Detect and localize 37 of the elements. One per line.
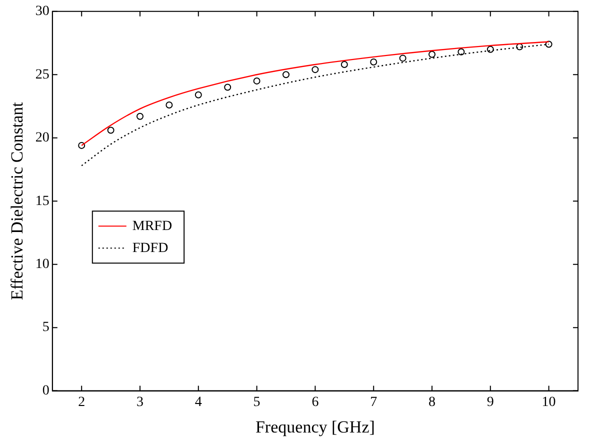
point bbox=[253, 77, 260, 84]
x-tick-label: 4 bbox=[194, 394, 202, 410]
y-tick-label: 25 bbox=[35, 67, 50, 82]
x-axis-title: Frequency [GHz] bbox=[255, 417, 375, 436]
point bbox=[370, 58, 378, 66]
y-tick-label: 0 bbox=[42, 383, 50, 398]
point bbox=[545, 40, 552, 48]
x-tick-label: 3 bbox=[136, 394, 144, 410]
point bbox=[428, 50, 436, 58]
y-tick-label: 5 bbox=[42, 320, 50, 336]
legend-label: MRFD bbox=[132, 218, 172, 234]
point bbox=[399, 54, 406, 62]
point bbox=[194, 91, 202, 98]
point bbox=[340, 61, 348, 68]
legend-label: FDFD bbox=[132, 240, 168, 256]
y-axis-title: Effective Dielectric Constant bbox=[8, 102, 27, 300]
x-tick-label: 2 bbox=[78, 394, 86, 410]
x-tick-label: 8 bbox=[428, 394, 436, 410]
point bbox=[136, 112, 144, 120]
x-tick-label: 10 bbox=[542, 394, 556, 410]
point bbox=[312, 66, 319, 74]
point bbox=[107, 126, 114, 134]
y-tick-label: 15 bbox=[35, 194, 50, 209]
point bbox=[78, 142, 86, 149]
point bbox=[458, 48, 465, 56]
x-tick-label: 7 bbox=[370, 394, 378, 410]
point bbox=[224, 84, 232, 91]
x-tick-label: 6 bbox=[312, 394, 319, 410]
x-tick-label: 5 bbox=[253, 394, 260, 410]
point bbox=[166, 101, 173, 108]
point bbox=[282, 71, 290, 78]
y-tick-label: 20 bbox=[35, 130, 50, 146]
x-tick-label: 9 bbox=[486, 394, 494, 410]
point bbox=[516, 43, 524, 50]
y-tick-label: 30 bbox=[35, 4, 50, 20]
y-tick-label: 10 bbox=[35, 257, 50, 272]
point bbox=[486, 46, 494, 53]
